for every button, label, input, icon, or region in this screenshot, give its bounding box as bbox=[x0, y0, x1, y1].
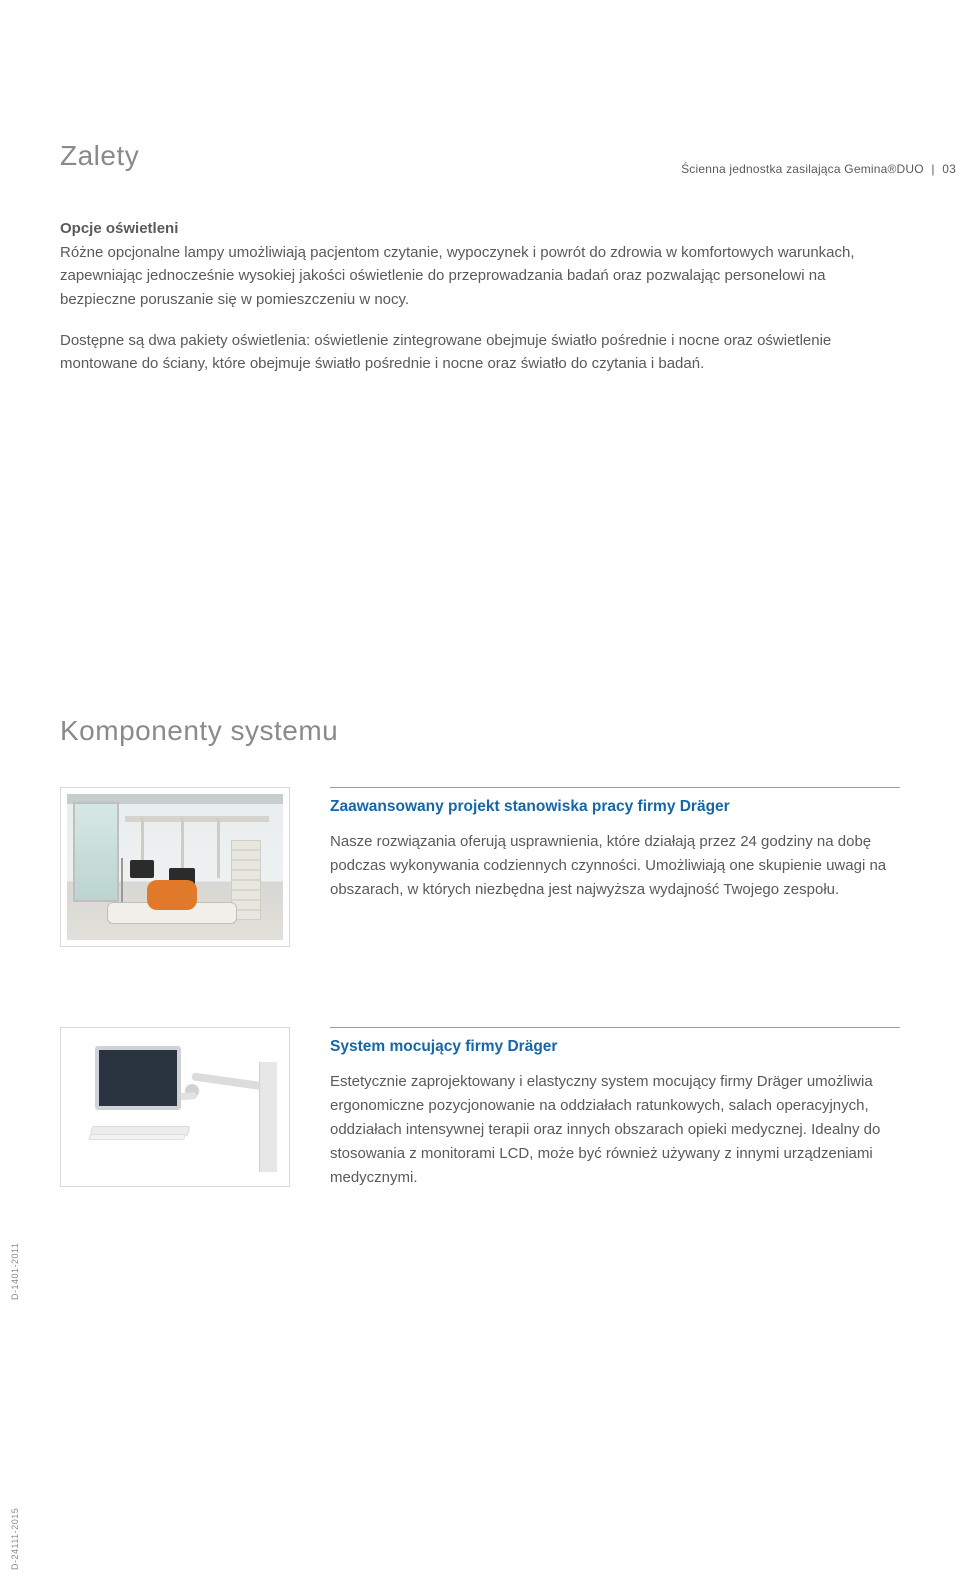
component-text-block: Zaawansowany projekt stanowiska pracy fi… bbox=[330, 787, 900, 902]
component-description: Estetycznie zaprojektowany i elastyczny … bbox=[330, 1070, 900, 1190]
component-row: System mocujący firmy Dräger Estetycznie… bbox=[60, 1027, 900, 1190]
image-code-2: D-24111-2015 bbox=[10, 1508, 20, 1570]
image-code-1: D-1401-2011 bbox=[10, 1243, 20, 1300]
components-heading: Komponenty systemu bbox=[60, 715, 900, 747]
component-description: Nasze rozwiązania oferują usprawnienia, … bbox=[330, 830, 900, 902]
lighting-paragraph-1: Różne opcjonalne lampy umożliwiają pacje… bbox=[60, 241, 900, 311]
lighting-options-subhead: Opcje oświetleni bbox=[60, 220, 900, 237]
component-thumbnail-mount bbox=[60, 1027, 290, 1187]
component-title: System mocujący firmy Dräger bbox=[330, 1038, 900, 1056]
lighting-paragraph-2: Dostępne są dwa pakiety oświetlenia: ośw… bbox=[60, 329, 900, 376]
page-number: 03 bbox=[942, 162, 956, 176]
product-name: Ścienna jednostka zasilająca Gemina®DUO bbox=[681, 162, 924, 176]
component-title: Zaawansowany projekt stanowiska pracy fi… bbox=[330, 798, 900, 816]
component-rule bbox=[330, 1027, 900, 1028]
header-separator: | bbox=[931, 162, 934, 176]
component-thumbnail-workstation bbox=[60, 787, 290, 947]
page-header: Ścienna jednostka zasilająca Gemina®DUO … bbox=[681, 162, 960, 176]
component-text-block: System mocujący firmy Dräger Estetycznie… bbox=[330, 1027, 900, 1190]
component-row: Zaawansowany projekt stanowiska pracy fi… bbox=[60, 787, 900, 947]
component-rule bbox=[330, 787, 900, 788]
